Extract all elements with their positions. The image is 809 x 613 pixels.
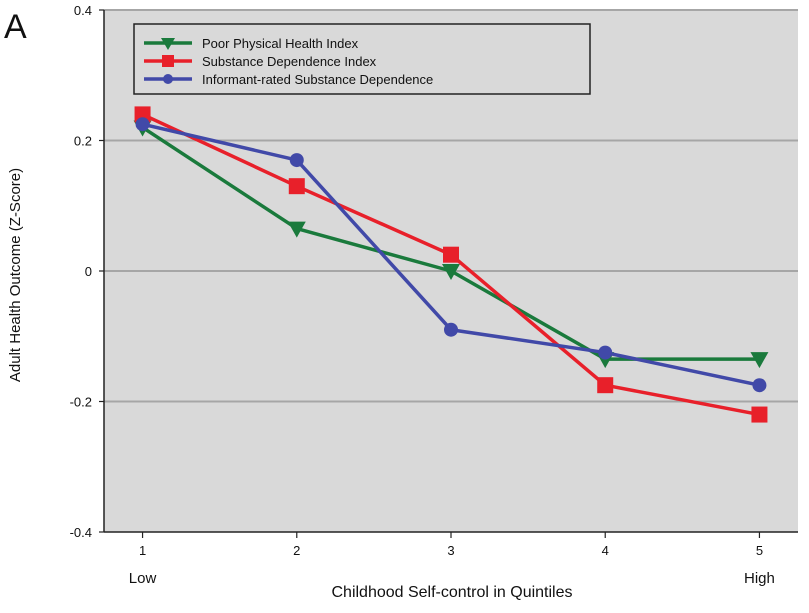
y-tick-label: 0.4 xyxy=(74,3,92,18)
x-tick-label: 3 xyxy=(447,543,454,558)
panel-label: A xyxy=(4,8,27,46)
data-point xyxy=(597,377,613,393)
data-point xyxy=(290,153,304,167)
y-tick-label: -0.4 xyxy=(70,525,92,540)
data-point xyxy=(752,378,766,392)
data-point xyxy=(444,323,458,337)
x-axis-title: Childhood Self-control in Quintiles xyxy=(331,584,572,601)
x-tick-label: 2 xyxy=(293,543,300,558)
x-tick-label: 5 xyxy=(756,543,763,558)
legend-label: Poor Physical Health Index xyxy=(202,36,359,51)
legend-swatch-marker xyxy=(162,55,174,67)
x-high-label: High xyxy=(744,570,775,587)
y-tick-label: 0 xyxy=(85,264,92,279)
data-point xyxy=(136,117,150,131)
legend-label: Informant-rated Substance Dependence xyxy=(202,72,433,87)
legend: Poor Physical Health Index Substance Depe… xyxy=(134,24,590,94)
x-tick-label: 1 xyxy=(139,543,146,558)
y-tick-label: 0.2 xyxy=(74,134,92,149)
x-tick-label: 4 xyxy=(602,543,609,558)
data-point xyxy=(598,346,612,360)
y-axis-title: Adult Health Outcome (Z-Score) xyxy=(7,168,24,382)
legend-swatch-marker xyxy=(163,74,173,84)
y-tick-label: -0.2 xyxy=(70,395,92,410)
data-point xyxy=(289,178,305,194)
data-point xyxy=(751,407,767,423)
x-low-label: Low xyxy=(129,570,157,587)
legend-label: Substance Dependence Index xyxy=(202,54,377,69)
data-point xyxy=(443,247,459,263)
